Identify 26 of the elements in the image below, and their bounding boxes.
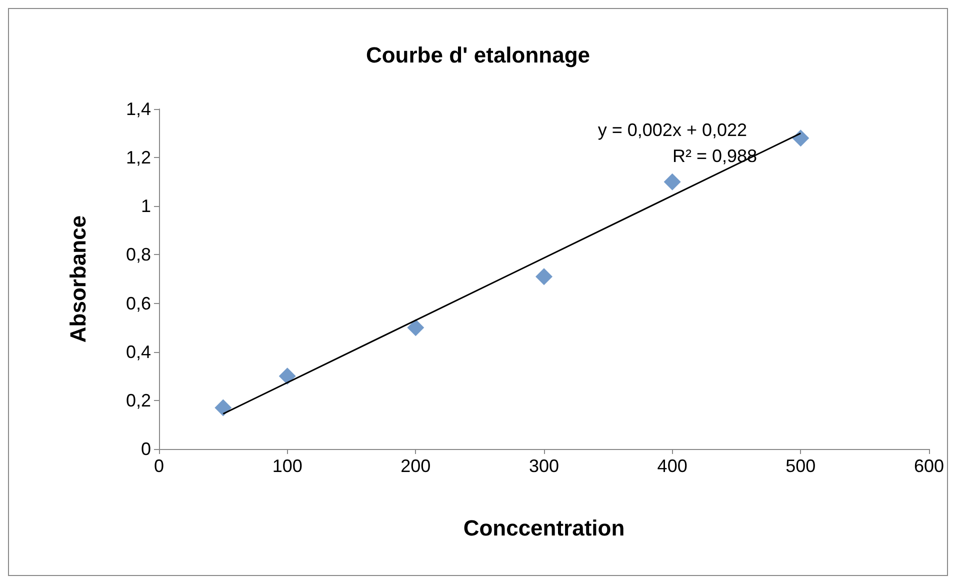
y-tick-label: 1,2: [126, 148, 151, 168]
annotation: y = 0,002x + 0,022: [598, 120, 748, 140]
y-tick-label: 1,4: [126, 99, 151, 119]
y-tick-label: 0,4: [126, 342, 151, 362]
point: [214, 399, 232, 416]
x-tick-label: 200: [400, 456, 431, 476]
x-tick-label: 500: [786, 456, 816, 476]
y-tick-label: 0: [140, 439, 151, 459]
y-tick-label: 0,8: [126, 244, 151, 265]
x-tick-label: 100: [272, 456, 302, 476]
x-tick-label: 0: [154, 456, 164, 476]
point: [664, 173, 681, 190]
point: [792, 130, 810, 147]
x-axis-title: Conccentration: [463, 516, 625, 540]
x-tick-label: 400: [657, 456, 688, 476]
y-tick-label: 0,2: [126, 390, 151, 410]
point: [535, 268, 552, 286]
point: [407, 319, 424, 336]
annotation: R² = 0,988: [672, 146, 758, 166]
y-tick-label: 0,6: [126, 293, 151, 314]
x-tick-label: 300: [528, 456, 560, 476]
chart-title: Courbe d' etalonnage: [366, 42, 590, 68]
point: [278, 368, 296, 385]
x-tick-label: 600: [914, 456, 944, 476]
y-tick-label: 1: [140, 196, 151, 216]
y-axis-title: Absorbance: [66, 215, 90, 343]
